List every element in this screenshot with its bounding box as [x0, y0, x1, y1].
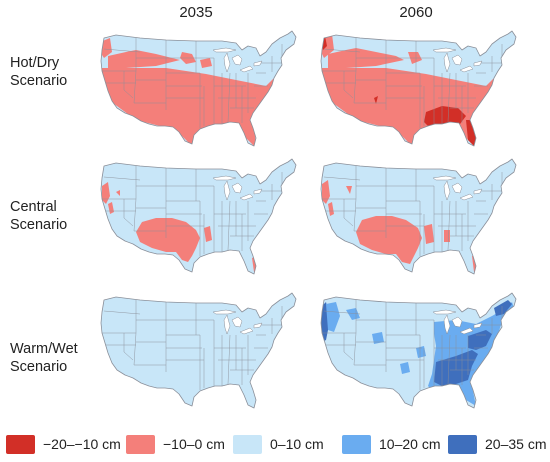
row-label-warm-wet: Warm/Wet Scenario [10, 340, 78, 376]
map-central-2060 [320, 158, 517, 275]
legend-swatch [233, 434, 262, 454]
legend-label: −10–0 cm [163, 436, 225, 452]
row-label-central: Central Scenario [10, 198, 67, 234]
map-hot-dry-2035 [100, 30, 297, 147]
row-label-line2: Scenario [10, 217, 68, 233]
legend-swatch [6, 434, 35, 454]
legend-item: −20–−10 cm [6, 432, 121, 456]
legend-label: −20–−10 cm [43, 436, 121, 452]
legend-label: 20–35 cm [485, 436, 547, 452]
row-label-line2: Scenario [10, 73, 68, 89]
row-label-line1: Warm/Wet [10, 341, 78, 357]
map-warm-wet-2035 [100, 292, 297, 409]
legend-swatch [342, 434, 371, 454]
map-hot-dry-2060 [320, 30, 517, 147]
legend-swatch [448, 434, 477, 454]
row-label-hot-dry: Hot/Dry Scenario [10, 54, 67, 90]
column-title-2035: 2035 [179, 4, 213, 21]
row-label-line2: Scenario [10, 359, 68, 375]
row-label-line1: Central [10, 199, 57, 215]
map-central-2035 [100, 158, 297, 275]
legend-label: 10–20 cm [379, 436, 441, 452]
legend-item: −10–0 cm [126, 432, 225, 456]
column-title-2060: 2060 [399, 4, 433, 21]
legend-item: 0–10 cm [233, 432, 324, 456]
legend-swatch [126, 434, 155, 454]
legend-label: 0–10 cm [270, 436, 324, 452]
legend-item: 20–35 cm [448, 432, 546, 456]
map-warm-wet-2060 [320, 292, 517, 409]
legend: −20–−10 cm −10–0 cm 0–10 cm 10–20 cm 20–… [0, 432, 550, 456]
row-label-line1: Hot/Dry [10, 55, 60, 71]
legend-item: 10–20 cm [342, 432, 440, 456]
